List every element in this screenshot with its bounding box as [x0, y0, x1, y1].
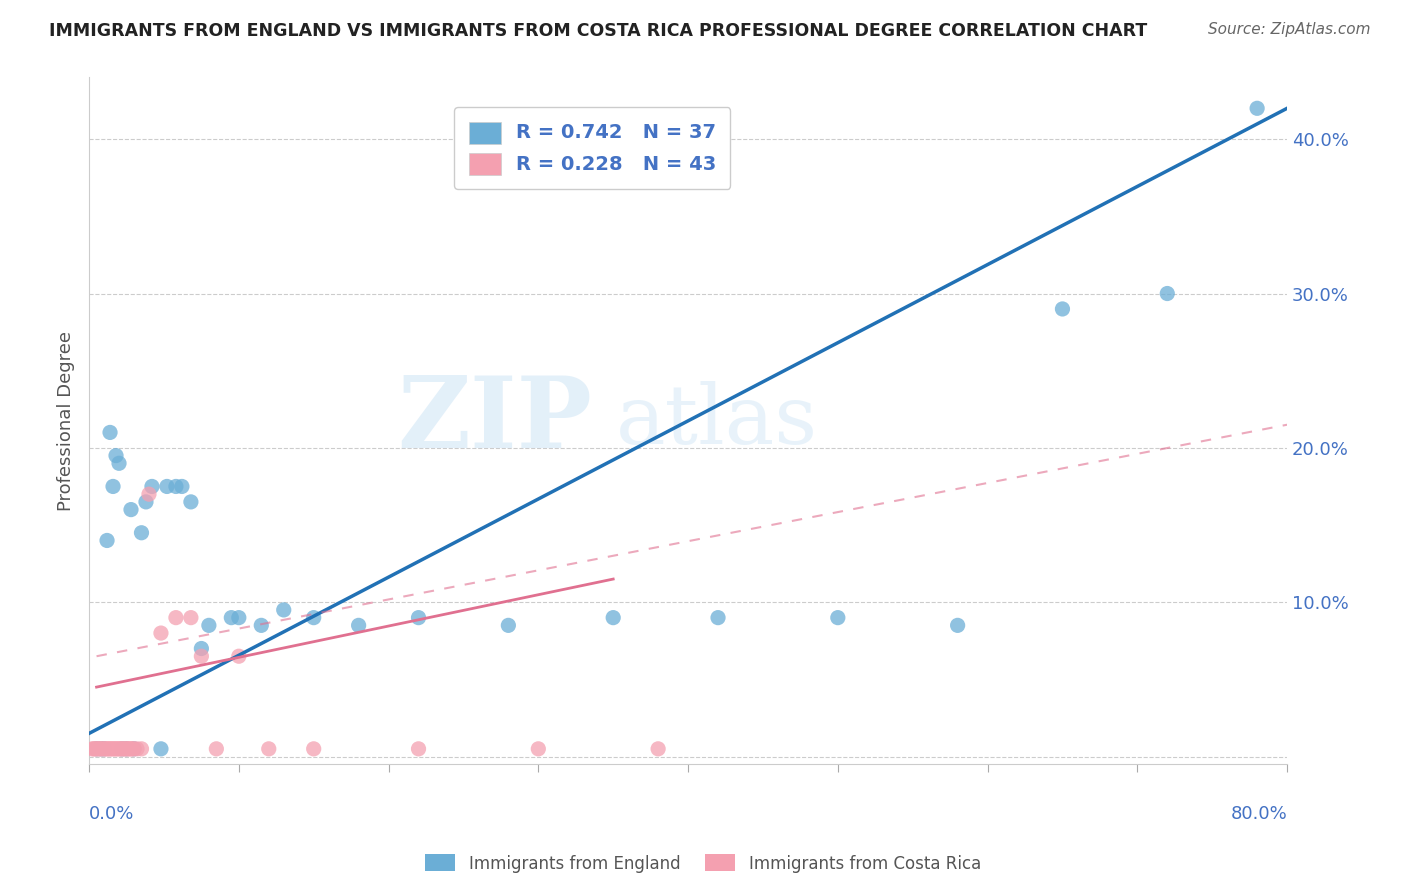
Point	[190, 641, 212, 656]
Text: ZIP: ZIP	[398, 372, 592, 469]
Point	[89, 742, 111, 756]
Point	[111, 742, 134, 756]
Point	[98, 742, 121, 756]
Point	[165, 610, 187, 624]
Point	[93, 742, 115, 756]
Point	[103, 742, 125, 756]
Point	[98, 425, 121, 440]
Point	[170, 479, 193, 493]
Point	[302, 610, 325, 624]
Point	[83, 742, 105, 756]
Point	[121, 742, 143, 756]
Point	[198, 618, 221, 632]
Point	[91, 742, 114, 756]
Legend: Immigrants from England, Immigrants from Costa Rica: Immigrants from England, Immigrants from…	[419, 847, 987, 880]
Text: IMMIGRANTS FROM ENGLAND VS IMMIGRANTS FROM COSTA RICA PROFESSIONAL DEGREE CORREL: IMMIGRANTS FROM ENGLAND VS IMMIGRANTS FR…	[49, 22, 1147, 40]
Point	[149, 742, 172, 756]
Point	[1156, 286, 1178, 301]
Point	[111, 742, 134, 756]
Point	[602, 610, 624, 624]
Point	[125, 742, 148, 756]
Point	[115, 742, 138, 756]
Point	[94, 742, 117, 756]
Point	[149, 626, 172, 640]
Point	[527, 742, 550, 756]
Point	[205, 742, 228, 756]
Text: atlas: atlas	[616, 381, 818, 461]
Point	[228, 610, 250, 624]
Point	[80, 742, 103, 756]
Point	[101, 742, 124, 756]
Point	[1246, 101, 1268, 115]
Point	[115, 742, 138, 756]
Point	[105, 449, 128, 463]
Text: 0.0%: 0.0%	[89, 805, 135, 823]
Point	[97, 742, 120, 756]
Legend: R = 0.742   N = 37, R = 0.228   N = 43: R = 0.742 N = 37, R = 0.228 N = 43	[454, 107, 730, 189]
Point	[707, 610, 730, 624]
Point	[498, 618, 520, 632]
Point	[90, 742, 112, 756]
Point	[87, 742, 110, 756]
Point	[100, 742, 122, 756]
Y-axis label: Professional Degree: Professional Degree	[58, 331, 75, 511]
Point	[90, 742, 112, 756]
Point	[112, 742, 135, 756]
Point	[120, 742, 142, 756]
Point	[122, 742, 145, 756]
Point	[273, 603, 295, 617]
Text: Source: ZipAtlas.com: Source: ZipAtlas.com	[1208, 22, 1371, 37]
Point	[946, 618, 969, 632]
Point	[647, 742, 669, 756]
Point	[156, 479, 179, 493]
Point	[180, 495, 202, 509]
Point	[302, 742, 325, 756]
Point	[1052, 301, 1074, 316]
Point	[93, 742, 115, 756]
Point	[107, 742, 129, 756]
Point	[827, 610, 849, 624]
Point	[118, 742, 141, 756]
Point	[138, 487, 160, 501]
Point	[101, 479, 124, 493]
Point	[408, 610, 430, 624]
Point	[408, 742, 430, 756]
Point	[86, 742, 108, 756]
Point	[96, 533, 118, 548]
Point	[221, 610, 243, 624]
Point	[347, 618, 370, 632]
Point	[122, 742, 145, 756]
Point	[180, 610, 202, 624]
Point	[228, 649, 250, 664]
Point	[165, 479, 187, 493]
Point	[120, 502, 142, 516]
Point	[96, 742, 118, 756]
Text: 80.0%: 80.0%	[1230, 805, 1286, 823]
Point	[135, 495, 157, 509]
Point	[110, 742, 132, 756]
Point	[108, 456, 131, 470]
Point	[131, 742, 153, 756]
Point	[131, 525, 153, 540]
Point	[257, 742, 280, 756]
Point	[190, 649, 212, 664]
Point	[117, 742, 139, 756]
Point	[86, 742, 108, 756]
Point	[105, 742, 128, 756]
Point	[141, 479, 163, 493]
Point	[250, 618, 273, 632]
Point	[114, 742, 136, 756]
Point	[84, 742, 107, 756]
Point	[108, 742, 131, 756]
